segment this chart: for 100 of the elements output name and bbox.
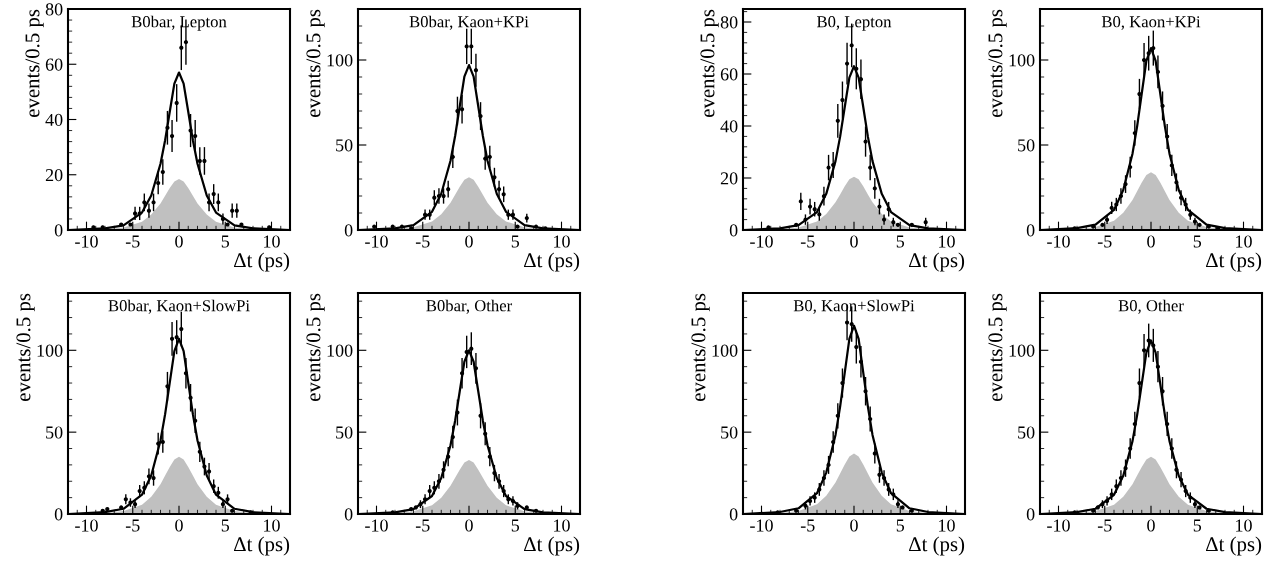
point	[1132, 131, 1137, 136]
point	[225, 222, 230, 227]
x-tick-label: -5	[1097, 519, 1112, 532]
point	[188, 395, 193, 400]
y-axis-title: events/0.5 ps	[988, 9, 1007, 117]
point	[492, 175, 497, 180]
point	[487, 154, 492, 159]
point	[413, 505, 418, 510]
x-tick-label: -5	[800, 519, 815, 532]
point	[151, 475, 156, 481]
y-tick-label: 100	[1009, 54, 1035, 67]
x-tick-label: 0	[175, 519, 183, 532]
x-tick-label: 10	[939, 519, 955, 532]
point	[1132, 421, 1137, 427]
point	[1178, 195, 1184, 200]
point	[179, 326, 184, 332]
point	[409, 226, 414, 230]
point	[211, 484, 216, 489]
point	[216, 200, 221, 205]
x-axis-title: Δt (ps)	[234, 252, 290, 272]
x-tick-label: 5	[896, 519, 905, 532]
point	[478, 114, 483, 119]
x-axis-title: Δt (ps)	[524, 252, 580, 272]
point	[803, 217, 808, 222]
y-tick-label: 80	[720, 16, 738, 29]
point	[533, 224, 539, 229]
x-axis-title: Δt (ps)	[234, 536, 290, 556]
point	[900, 505, 905, 510]
point	[230, 208, 235, 213]
point	[183, 371, 189, 376]
point	[441, 193, 446, 199]
point	[169, 133, 175, 139]
point	[1155, 69, 1161, 74]
y-tick-label: 40	[720, 120, 738, 133]
point	[1197, 505, 1202, 510]
x-axis-title: Δt (ps)	[909, 252, 965, 272]
point	[501, 192, 506, 197]
point	[1109, 492, 1114, 497]
y-tick-label: 60	[45, 58, 63, 71]
point	[165, 384, 170, 389]
point	[1128, 446, 1133, 451]
point	[202, 158, 207, 164]
point	[427, 212, 432, 217]
x-tick-label: 0	[465, 519, 473, 532]
point	[877, 472, 882, 477]
point	[1188, 212, 1193, 217]
y-tick-label: 100	[1009, 344, 1035, 357]
chart-title: B0bar, Kaon+KPi	[409, 15, 529, 30]
y-tick-label: 100	[327, 54, 353, 67]
x-tick-label: 10	[554, 519, 570, 532]
point	[1118, 193, 1124, 199]
point	[821, 475, 827, 481]
x-axis-title: Δt (ps)	[1206, 252, 1262, 272]
x-tick-label: -5	[415, 519, 430, 532]
x-tick-label: 5	[221, 235, 230, 248]
point	[872, 186, 877, 191]
point	[1109, 205, 1114, 210]
point	[821, 194, 827, 199]
x-tick-label: -5	[800, 235, 815, 248]
point	[206, 200, 212, 205]
x-tick-label: -10	[75, 235, 98, 248]
point	[1155, 364, 1161, 369]
chart-title: B0, Lepton	[816, 16, 892, 31]
point	[794, 222, 799, 227]
point	[128, 222, 133, 227]
point	[436, 479, 442, 484]
point	[891, 492, 896, 497]
y-tick-label: 40	[45, 113, 63, 126]
x-tick-label: -10	[750, 519, 773, 532]
point	[1165, 421, 1170, 427]
point	[506, 497, 511, 502]
point	[1137, 380, 1142, 386]
point	[473, 68, 479, 73]
x-tick-label: 0	[850, 235, 858, 248]
point	[160, 439, 165, 445]
x-axis-title: Δt (ps)	[524, 536, 580, 556]
x-tick-label: -5	[125, 519, 140, 532]
y-tick-label: 0	[1026, 224, 1035, 237]
point	[807, 204, 813, 209]
point	[432, 485, 437, 490]
x-tick-label: -10	[750, 235, 773, 248]
x-axis-title: Δt (ps)	[909, 536, 965, 556]
x-tick-label: -10	[365, 519, 388, 532]
y-tick-label: 50	[1018, 139, 1035, 152]
x-tick-label: 0	[175, 235, 183, 248]
x-tick-label: -10	[75, 519, 98, 532]
point	[197, 449, 202, 454]
y-tick-label: 0	[344, 224, 353, 237]
point	[849, 43, 854, 48]
point	[533, 508, 539, 513]
point	[844, 61, 850, 66]
point	[390, 224, 395, 229]
point	[849, 322, 854, 327]
point	[1146, 338, 1151, 343]
point	[1095, 505, 1100, 510]
y-tick-label: 0	[54, 508, 63, 521]
point	[422, 212, 428, 217]
point	[826, 165, 831, 170]
point	[524, 505, 529, 510]
point	[1141, 57, 1147, 63]
